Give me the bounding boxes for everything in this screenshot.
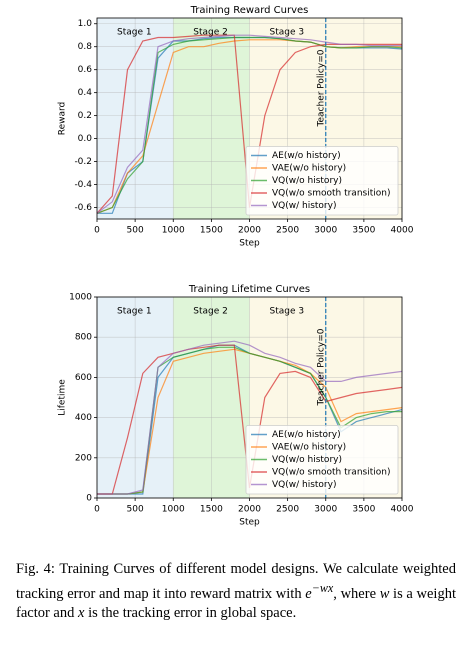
- y-tick-label: 0.0: [78, 134, 93, 144]
- math: x: [78, 604, 85, 621]
- x-tick-label: 0: [94, 505, 100, 515]
- x-tick-label: 1500: [200, 505, 223, 515]
- y-tick-label: -0.6: [74, 203, 92, 213]
- x-tick-label: 3500: [352, 505, 375, 515]
- x-tick-label: 1500: [200, 226, 223, 236]
- x-tick-label: 500: [127, 226, 144, 236]
- y-tick-label: -0.4: [74, 180, 92, 190]
- y-tick-label: 400: [75, 413, 92, 423]
- x-tick-label: 0: [94, 226, 100, 236]
- legend-label: VQ(w/ history): [272, 201, 336, 211]
- caption-text: , where: [333, 585, 380, 602]
- legend-label: VQ(w/ history): [272, 480, 336, 490]
- y-tick-label: 1.0: [78, 19, 93, 29]
- math: w: [379, 585, 390, 602]
- x-axis-label: Step: [239, 239, 260, 249]
- x-tick-label: 3000: [314, 505, 337, 515]
- series-line: [96, 36, 403, 214]
- legend-label: AE(w/o history): [272, 151, 341, 161]
- y-tick-label: 800: [75, 333, 92, 343]
- legend-box: [245, 146, 399, 216]
- x-tick-label: 3000: [314, 226, 337, 236]
- y-tick-label: 600: [75, 373, 92, 383]
- stage-label: Stage 1: [117, 307, 152, 317]
- legend-label: VQ(w/o history): [272, 176, 342, 186]
- legend-label: VQ(w/o smooth transition): [272, 468, 390, 478]
- vline-label: Teacher Policy=0: [316, 49, 326, 127]
- stage-label: Stage 2: [193, 28, 228, 38]
- vline-label: Teacher Policy=0: [316, 328, 326, 406]
- series-line: [97, 340, 403, 495]
- x-tick-label: 1000: [162, 226, 185, 236]
- x-tick-label: 2500: [276, 505, 299, 515]
- x-tick-label: 3500: [352, 226, 375, 236]
- x-tick-label: 4000: [391, 505, 414, 515]
- caption-text: is the tracking error in global space.: [84, 604, 297, 621]
- y-axis-label: Reward: [58, 102, 68, 136]
- x-tick-label: 2500: [276, 226, 299, 236]
- y-tick-label: 0.6: [78, 65, 93, 75]
- x-tick-label: 4000: [391, 226, 414, 236]
- math: e: [305, 585, 312, 602]
- caption: Fig. 4: Training Curves of different mod…: [16, 560, 456, 623]
- legend-label: VAE(w/o history): [272, 164, 346, 174]
- y-tick-label: 0.2: [78, 111, 92, 121]
- caption-text: Fig. 4: Training Curves of different mod…: [16, 561, 456, 602]
- x-axis-label: Step: [239, 518, 260, 528]
- stage-label: Stage 1: [117, 28, 152, 38]
- caption-text: is a weight factor and: [16, 585, 456, 621]
- legend-label: AE(w/o history): [272, 430, 341, 440]
- math: −wx: [311, 581, 334, 595]
- x-tick-label: 2000: [238, 505, 261, 515]
- x-tick-label: 1000: [162, 505, 185, 515]
- stage-label: Stage 3: [270, 28, 305, 38]
- series-line: [96, 34, 402, 214]
- y-tick-label: 200: [75, 453, 92, 463]
- legend-label: VQ(w/o history): [272, 455, 342, 465]
- y-tick-label: 0.4: [78, 88, 93, 98]
- stage-label: Stage 3: [270, 307, 305, 317]
- reward-chart: Training Reward Curves 0 500 1000 1500 2000 25…: [58, 5, 414, 249]
- x-tick-label: 500: [127, 505, 144, 515]
- stage-label: Stage 2: [193, 307, 228, 317]
- legend-box: [245, 425, 399, 495]
- legend-label: VAE(w/o history): [272, 443, 346, 453]
- x-tick-label: 2000: [238, 226, 261, 236]
- y-tick-label: 0: [86, 494, 92, 504]
- y-axis-label: Lifetime: [58, 379, 68, 416]
- chart-title: Training Reward Curves: [190, 5, 309, 16]
- y-tick-label: -0.2: [74, 157, 92, 167]
- chart-title: Training Lifetime Curves: [188, 284, 310, 295]
- series-line: [96, 39, 402, 214]
- legend-label: VQ(w/o smooth transition): [272, 189, 390, 199]
- plot-frame: [96, 296, 403, 499]
- plot-frame: [96, 17, 403, 220]
- y-tick-label: 1000: [69, 293, 92, 303]
- y-tick-label: 0.8: [78, 42, 93, 52]
